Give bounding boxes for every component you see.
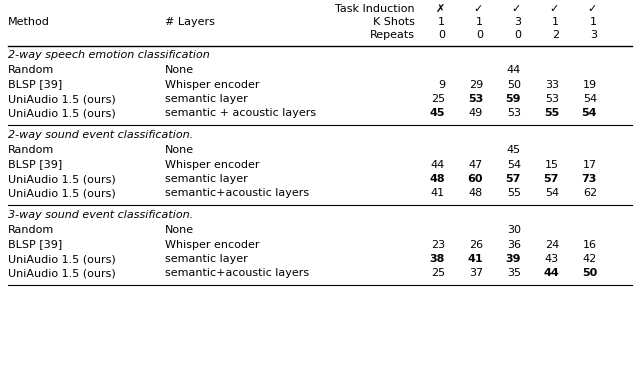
Text: ✓: ✓ [550, 4, 559, 14]
Text: 44: 44 [507, 65, 521, 75]
Text: 29: 29 [468, 79, 483, 90]
Text: 62: 62 [583, 188, 597, 198]
Text: ✓: ✓ [474, 4, 483, 14]
Text: BLSP [39]: BLSP [39] [8, 239, 62, 250]
Text: 24: 24 [545, 239, 559, 250]
Text: 41: 41 [431, 188, 445, 198]
Text: 17: 17 [583, 160, 597, 169]
Text: ✓: ✓ [511, 4, 521, 14]
Text: 43: 43 [545, 254, 559, 264]
Text: 30: 30 [507, 225, 521, 235]
Text: semantic+acoustic layers: semantic+acoustic layers [165, 188, 309, 198]
Text: 73: 73 [582, 174, 597, 184]
Text: UniAudio 1.5 (ours): UniAudio 1.5 (ours) [8, 94, 116, 104]
Text: None: None [165, 145, 194, 155]
Text: 48: 48 [468, 188, 483, 198]
Text: 39: 39 [506, 254, 521, 264]
Text: 50: 50 [507, 79, 521, 90]
Text: 25: 25 [431, 94, 445, 104]
Text: 1: 1 [590, 17, 597, 27]
Text: 54: 54 [545, 188, 559, 198]
Text: 57: 57 [543, 174, 559, 184]
Text: 53: 53 [468, 94, 483, 104]
Text: 35: 35 [507, 269, 521, 279]
Text: ✓: ✓ [588, 4, 597, 14]
Text: 42: 42 [583, 254, 597, 264]
Text: 2: 2 [552, 30, 559, 40]
Text: 60: 60 [467, 174, 483, 184]
Text: 3-way sound event classification.: 3-way sound event classification. [8, 210, 193, 220]
Text: 59: 59 [506, 94, 521, 104]
Text: 1: 1 [476, 17, 483, 27]
Text: 55: 55 [507, 188, 521, 198]
Text: 54: 54 [507, 160, 521, 169]
Text: UniAudio 1.5 (ours): UniAudio 1.5 (ours) [8, 269, 116, 279]
Text: 44: 44 [543, 269, 559, 279]
Text: 23: 23 [431, 239, 445, 250]
Text: 3: 3 [590, 30, 597, 40]
Text: 37: 37 [469, 269, 483, 279]
Text: semantic+acoustic layers: semantic+acoustic layers [165, 269, 309, 279]
Text: 2-way speech emotion classification: 2-way speech emotion classification [8, 50, 210, 60]
Text: 15: 15 [545, 160, 559, 169]
Text: semantic layer: semantic layer [165, 174, 248, 184]
Text: 9: 9 [438, 79, 445, 90]
Text: 54: 54 [583, 94, 597, 104]
Text: Whisper encoder: Whisper encoder [165, 239, 259, 250]
Text: 53: 53 [507, 109, 521, 119]
Text: 26: 26 [469, 239, 483, 250]
Text: UniAudio 1.5 (ours): UniAudio 1.5 (ours) [8, 109, 116, 119]
Text: Repeats: Repeats [370, 30, 415, 40]
Text: K Shots: K Shots [373, 17, 415, 27]
Text: semantic + acoustic layers: semantic + acoustic layers [165, 109, 316, 119]
Text: 45: 45 [429, 109, 445, 119]
Text: 47: 47 [468, 160, 483, 169]
Text: 55: 55 [544, 109, 559, 119]
Text: UniAudio 1.5 (ours): UniAudio 1.5 (ours) [8, 188, 116, 198]
Text: 54: 54 [582, 109, 597, 119]
Text: 2-way sound event classification.: 2-way sound event classification. [8, 130, 193, 140]
Text: 0: 0 [514, 30, 521, 40]
Text: 41: 41 [467, 254, 483, 264]
Text: BLSP [39]: BLSP [39] [8, 79, 62, 90]
Text: Random: Random [8, 145, 54, 155]
Text: 25: 25 [431, 269, 445, 279]
Text: Whisper encoder: Whisper encoder [165, 160, 259, 169]
Text: Whisper encoder: Whisper encoder [165, 79, 259, 90]
Text: 0: 0 [438, 30, 445, 40]
Text: 48: 48 [429, 174, 445, 184]
Text: 53: 53 [545, 94, 559, 104]
Text: Method: Method [8, 17, 50, 27]
Text: UniAudio 1.5 (ours): UniAudio 1.5 (ours) [8, 174, 116, 184]
Text: semantic layer: semantic layer [165, 254, 248, 264]
Text: ✗: ✗ [436, 4, 445, 14]
Text: Task Induction: Task Induction [335, 4, 415, 14]
Text: Random: Random [8, 65, 54, 75]
Text: 36: 36 [507, 239, 521, 250]
Text: BLSP [39]: BLSP [39] [8, 160, 62, 169]
Text: 16: 16 [583, 239, 597, 250]
Text: 1: 1 [438, 17, 445, 27]
Text: 57: 57 [506, 174, 521, 184]
Text: 50: 50 [582, 269, 597, 279]
Text: 1: 1 [552, 17, 559, 27]
Text: semantic layer: semantic layer [165, 94, 248, 104]
Text: 44: 44 [431, 160, 445, 169]
Text: 45: 45 [507, 145, 521, 155]
Text: None: None [165, 65, 194, 75]
Text: # Layers: # Layers [165, 17, 215, 27]
Text: UniAudio 1.5 (ours): UniAudio 1.5 (ours) [8, 254, 116, 264]
Text: 3: 3 [514, 17, 521, 27]
Text: 19: 19 [583, 79, 597, 90]
Text: 0: 0 [476, 30, 483, 40]
Text: Random: Random [8, 225, 54, 235]
Text: 33: 33 [545, 79, 559, 90]
Text: 38: 38 [429, 254, 445, 264]
Text: 49: 49 [468, 109, 483, 119]
Text: None: None [165, 225, 194, 235]
